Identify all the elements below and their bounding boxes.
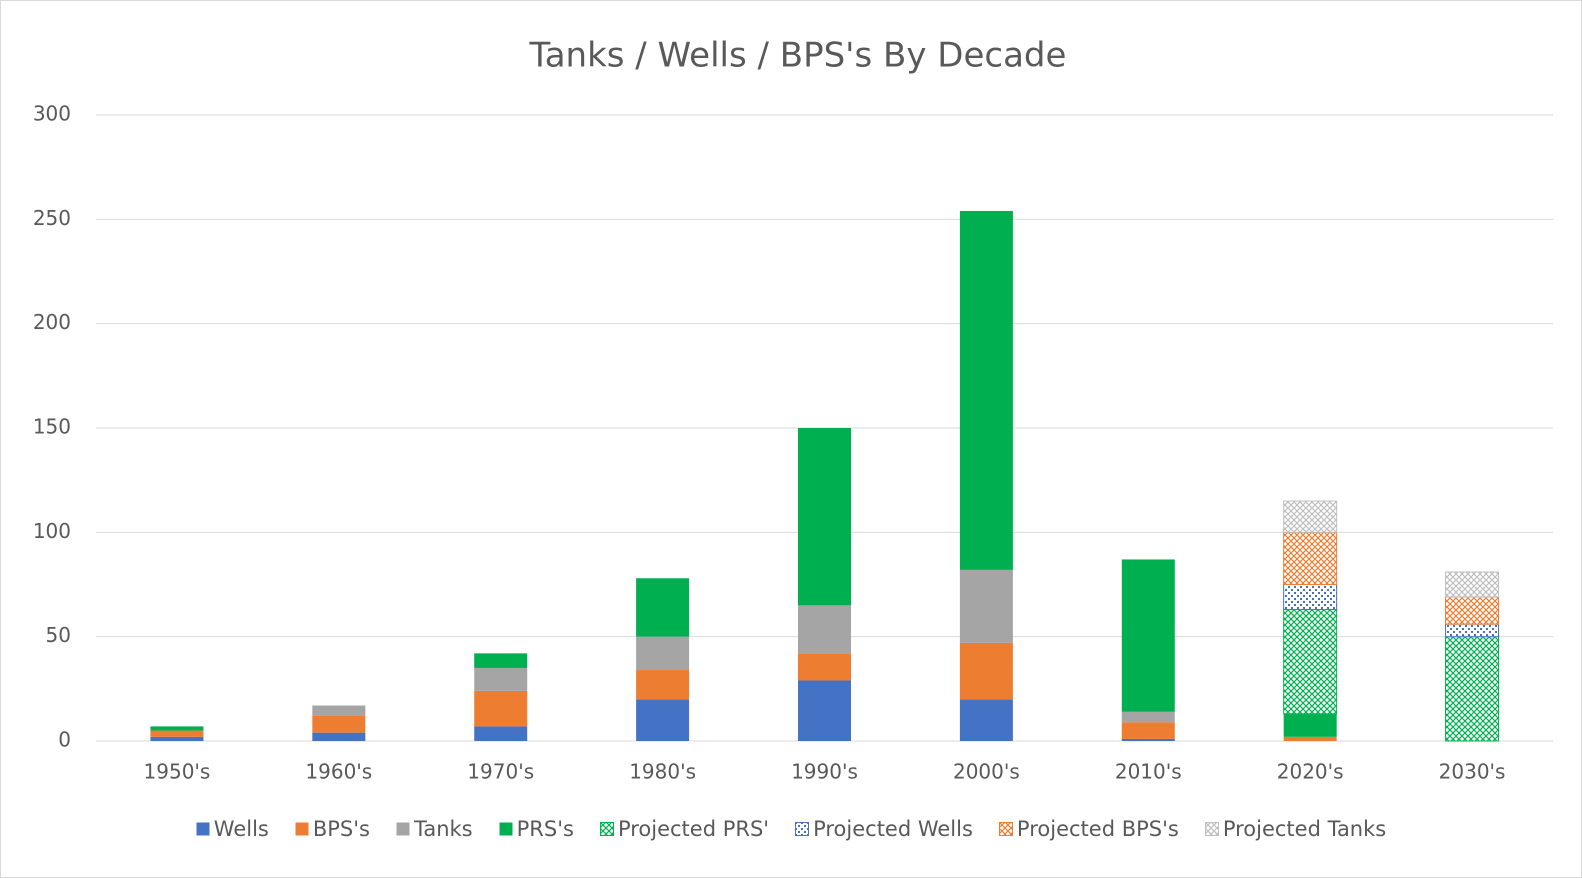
y-tick-label: 300: [33, 102, 71, 126]
bar-segment: [959, 699, 1013, 741]
legend-entry: BPS's: [295, 817, 370, 841]
legend-swatch: [196, 822, 210, 836]
legend-swatch: [795, 822, 810, 836]
bar-segment: [636, 578, 690, 637]
bar-segment: [1283, 736, 1337, 741]
x-tick-label: 2030's: [1439, 760, 1506, 784]
legend-swatch: [599, 822, 614, 836]
x-tick-label: 2000's: [953, 760, 1020, 784]
legend-entry: PRS's: [499, 817, 574, 841]
legend-label: Wells: [213, 817, 269, 841]
bar-segment: [1445, 571, 1500, 598]
bar-segment: [312, 715, 366, 733]
bar-segment: [1283, 609, 1338, 715]
bar-segment: [1283, 584, 1338, 611]
y-tick-label: 50: [46, 623, 71, 647]
bar-segment: [1283, 500, 1338, 533]
bar-segment: [1121, 559, 1175, 712]
legend-label: BPS's: [312, 817, 370, 841]
x-tick-label: 1960's: [305, 760, 372, 784]
legend-label: Projected BPS's: [1016, 817, 1179, 841]
legend-entry: Projected Tanks: [1204, 817, 1387, 841]
bar-segment: [1445, 623, 1500, 638]
bar-segment: [1283, 713, 1337, 737]
legend-label: Projected PRS': [617, 817, 770, 841]
x-tick-label: 1950's: [144, 760, 211, 784]
bar-segment: [959, 642, 1013, 700]
x-tick-label: 1990's: [791, 760, 858, 784]
x-tick-label: 2010's: [1115, 760, 1182, 784]
legend-label: Tanks: [413, 817, 473, 841]
legend-label: Projected Tanks: [1222, 817, 1387, 841]
bar-segment: [474, 726, 528, 741]
y-tick-label: 250: [33, 206, 71, 230]
bar-segment: [798, 605, 851, 654]
legend-swatch: [499, 822, 513, 836]
bar-segment: [959, 569, 1013, 643]
bar-segment: [636, 670, 690, 700]
legend-swatch: [1204, 822, 1219, 836]
bar-segment: [150, 730, 204, 737]
y-tick-label: 0: [58, 728, 71, 752]
bar-segment: [798, 653, 851, 681]
legend-entry: Projected PRS': [599, 817, 770, 841]
x-tick-label: 1980's: [629, 760, 696, 784]
bar-segment: [1121, 722, 1175, 739]
bar-segment: [1283, 531, 1338, 585]
legend-swatch: [295, 822, 309, 836]
bar-segment: [312, 705, 366, 716]
bar-segment: [312, 732, 366, 741]
bar-segment: [1445, 596, 1500, 625]
chart: Tanks / Wells / BPS's By Decade 0 50 100 15…: [33, 36, 1553, 784]
legend: Wells BPS's Tanks PRS's Projected PRS' Projec…: [1, 817, 1581, 841]
y-tick-label: 150: [33, 415, 71, 439]
x-tick-label: 1970's: [467, 760, 534, 784]
legend-entry: Wells: [196, 817, 269, 841]
legend-entry: Tanks: [396, 817, 473, 841]
legend-entry: Projected Wells: [795, 817, 973, 841]
bar-segment: [636, 636, 690, 671]
bar-segment: [150, 726, 204, 731]
chart-title: Tanks / Wells / BPS's By Decade: [529, 36, 1067, 76]
bar-segment: [474, 653, 528, 668]
legend-label: PRS's: [516, 817, 574, 841]
bar-segment: [798, 680, 851, 741]
x-tick-label: 2020's: [1277, 760, 1344, 784]
legend-entry: Projected BPS's: [998, 817, 1179, 841]
y-tick-label: 200: [33, 310, 71, 334]
bar-segment: [474, 690, 528, 727]
legend-swatch: [998, 822, 1013, 836]
bar-segment: [1121, 738, 1175, 741]
legend-swatch: [396, 822, 410, 836]
bar-segment: [636, 699, 690, 741]
bar-segment: [474, 667, 528, 691]
legend-label: Projected Wells: [813, 817, 973, 841]
bar-segment: [150, 736, 204, 741]
bar-segment: [1445, 636, 1500, 742]
bar-segment: [798, 428, 851, 606]
bar-segment: [959, 210, 1013, 570]
y-tick-label: 100: [33, 519, 71, 543]
bar-segment: [1121, 711, 1175, 723]
